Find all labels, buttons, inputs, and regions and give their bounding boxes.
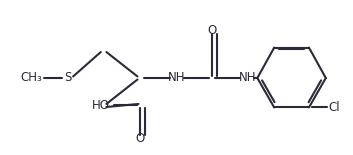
- Text: O: O: [136, 132, 145, 145]
- Text: HO: HO: [91, 99, 109, 112]
- Text: CH₃: CH₃: [20, 71, 42, 84]
- Text: S: S: [64, 71, 72, 84]
- Text: O: O: [207, 24, 216, 37]
- Text: Cl: Cl: [328, 101, 340, 114]
- Text: NH: NH: [239, 71, 256, 84]
- Text: NH: NH: [168, 71, 186, 84]
